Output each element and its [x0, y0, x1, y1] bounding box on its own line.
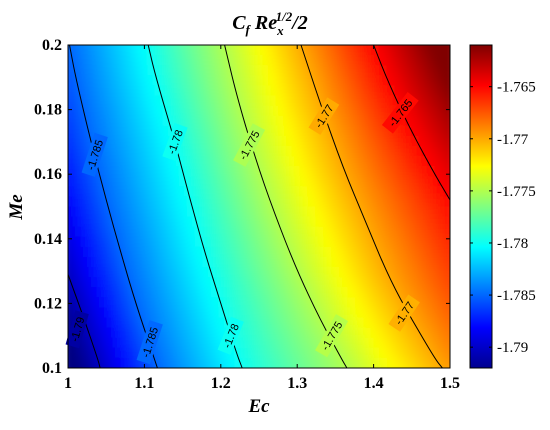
x-tick-label: 1.5 [440, 375, 460, 392]
plot-frame [67, 44, 451, 369]
colorbar [469, 44, 493, 369]
x-tick-label: 1 [64, 375, 72, 392]
x-tick-label: 1.3 [287, 375, 307, 392]
x-axis-title: Ec [247, 396, 270, 417]
y-axis: 0.1 0.12 0.14 0.16 0.18 0.2 [34, 37, 450, 377]
y-tick-label: 0.16 [34, 166, 62, 183]
title-mid-sub: x [276, 23, 284, 38]
contour-line-6 [373, 45, 450, 201]
y-tick-label: 0.1 [42, 360, 62, 377]
chart-title: Cf Rex1/2/2 [232, 9, 308, 38]
contour-line-2 [69, 45, 158, 368]
y-tick-label: 0.18 [34, 102, 62, 119]
colorbar-tick-label: -1.77 [497, 132, 529, 148]
title-base-sub: f [246, 22, 252, 37]
y-tick-label: 0.12 [34, 295, 62, 312]
y-axis-title: Me [6, 194, 27, 221]
colorbar-tick-label: -1.765 [497, 80, 536, 96]
y-tick-label: 0.14 [34, 231, 62, 248]
x-tick-label: 1.2 [211, 375, 231, 392]
y-tick-label: 0.2 [42, 37, 62, 54]
x-tick-label: 1.4 [364, 375, 384, 392]
title-base: C [232, 12, 246, 34]
colorbar-tick-label: -1.78 [497, 236, 528, 252]
colorbar-tick-label: -1.775 [497, 184, 536, 200]
contour-line-1 [68, 274, 101, 368]
x-axis: 1 1.1 1.2 1.3 1.4 1.5 [64, 45, 460, 392]
x-tick-label: 1.1 [134, 375, 154, 392]
title-tail: /2 [290, 12, 308, 34]
colorbar-tick-label: -1.785 [497, 288, 536, 304]
title-mid: Re [250, 12, 277, 34]
colorbar-tick-label: -1.79 [497, 340, 528, 356]
colorbar-ticks: -1.79 -1.785 -1.78 -1.775 -1.77 -1.765 [470, 80, 536, 356]
contour-line-5 [300, 45, 443, 368]
title-mid-sup: 1/2 [276, 9, 293, 24]
